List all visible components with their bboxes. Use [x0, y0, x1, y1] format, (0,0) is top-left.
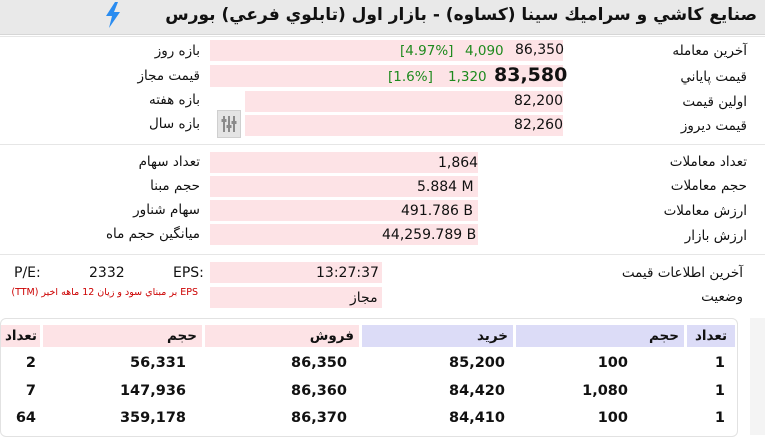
row1-buy-price: 85,200 — [449, 355, 505, 371]
row2-buy-price: 84,420 — [449, 383, 505, 399]
row1-buy-volume: 100 — [597, 355, 628, 371]
header-buy-price: خريد — [362, 325, 513, 347]
day-range-label: بازه روز — [154, 43, 200, 59]
trade-value-label: ارزش معاملات — [663, 203, 747, 219]
last-price-info-time: 13:27:37 — [316, 265, 379, 281]
eps-note: EPS بر مبناي سود و زيان 12 ماهه اخير (TT… — [11, 287, 198, 298]
row3-sell-price: 86,370 — [291, 410, 347, 426]
trade-volume-value: 5.884 M — [417, 179, 474, 195]
trade-count-value: 1,864 — [438, 155, 479, 171]
row3-sell-count: 64 — [15, 410, 36, 426]
header-sell-volume: حجم — [43, 325, 202, 347]
base-volume-label: حجم مبنا — [150, 178, 200, 194]
year-range-label: بازه سال — [149, 116, 200, 132]
row2-buy-count: 1 — [714, 383, 725, 399]
market-value-value: 44,259.789 B — [382, 227, 477, 243]
allowed-price-label: قيمت مجاز — [137, 68, 200, 84]
settings-button[interactable] — [217, 110, 241, 138]
row1-sell-price: 86,350 — [291, 355, 347, 371]
scrollbar[interactable] — [750, 318, 765, 435]
divider — [0, 254, 765, 255]
row1-sell-count: 2 — [25, 355, 36, 371]
market-value-label: ارزش بازار — [684, 228, 747, 244]
yesterday-price-cell — [245, 115, 563, 136]
row3-buy-volume: 100 — [597, 410, 628, 426]
status-label: وضعيت — [701, 289, 743, 305]
first-price-cell — [245, 91, 563, 112]
last-trade-change: 4,090 — [465, 43, 504, 59]
row3-buy-count: 1 — [714, 410, 725, 426]
row3-buy-price: 84,410 — [449, 410, 505, 426]
trade-count-cell — [210, 152, 478, 173]
shares-count-label: تعداد سهام — [138, 154, 200, 170]
row1-buy-count: 1 — [714, 355, 725, 371]
page-title: صنايع کاشي و سراميك سينا (کساوه) - بازار… — [165, 5, 757, 25]
divider — [0, 36, 765, 37]
last-trade-value: 86,350 — [515, 42, 564, 58]
header-buy-volume: حجم — [516, 325, 684, 347]
market-value-cell — [210, 224, 478, 245]
last-trade-label: آخرين معامله — [672, 43, 747, 59]
row3-sell-volume: 359,178 — [119, 410, 186, 426]
pe-label: P/E: — [14, 265, 41, 281]
trade-count-label: تعداد معاملات — [669, 154, 747, 170]
closing-price-label: قيمت پاياني — [680, 69, 747, 85]
closing-price-pct: [1.6%] — [388, 69, 433, 85]
row2-buy-volume: 1,080 — [582, 383, 628, 399]
trade-volume-cell — [210, 176, 478, 197]
lightning-icon[interactable] — [104, 2, 122, 32]
orderbook-table: تعداد حجم خريد فروش حجم تعداد 1 100 85,2… — [0, 318, 738, 437]
trade-value-value: 491.786 B — [401, 203, 473, 219]
eps-value: 2332 — [89, 265, 125, 281]
sliders-icon — [221, 116, 237, 132]
eps-label: EPS: — [173, 265, 204, 281]
trade-volume-label: حجم معاملات — [670, 178, 747, 194]
status-value: مجاز — [350, 290, 378, 306]
status-cell — [210, 287, 382, 308]
first-price-value: 82,200 — [514, 93, 563, 109]
closing-price-value: 83,580 — [494, 64, 568, 86]
last-trade-cell — [210, 40, 563, 61]
header-sell-count: تعداد — [1, 325, 40, 347]
row2-sell-count: 7 — [25, 383, 36, 399]
yesterday-price-value: 82,260 — [514, 117, 563, 133]
row1-sell-volume: 56,331 — [130, 355, 186, 371]
trade-value-cell — [210, 200, 478, 221]
week-range-label: بازه هفته — [148, 92, 200, 108]
yesterday-price-label: قيمت ديروز — [680, 118, 747, 134]
divider — [0, 144, 765, 145]
last-info-time-cell — [210, 262, 382, 283]
float-shares-label: سهام شناور — [133, 202, 200, 218]
header-sell-price: فروش — [205, 325, 359, 347]
avg-month-volume-label: ميانگين حجم ماه — [105, 226, 200, 242]
last-price-info-label: آخرين اطلاعات قيمت — [621, 265, 743, 281]
last-trade-pct: [4.97%] — [400, 43, 454, 59]
header-buy-count: تعداد — [687, 325, 735, 347]
closing-price-cell — [210, 65, 563, 87]
row2-sell-volume: 147,936 — [119, 383, 186, 399]
row2-sell-price: 86,360 — [291, 383, 347, 399]
first-price-label: اولين قيمت — [682, 94, 747, 110]
title-bar — [0, 0, 765, 35]
closing-price-change: 1,320 — [448, 69, 487, 85]
